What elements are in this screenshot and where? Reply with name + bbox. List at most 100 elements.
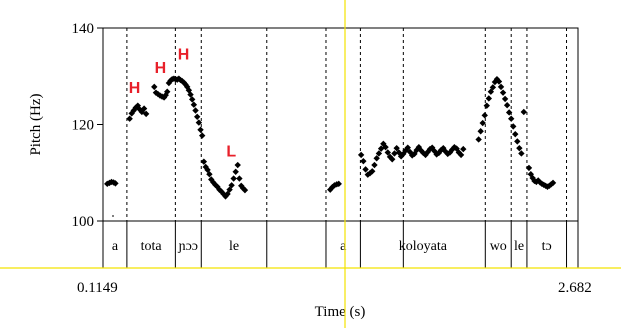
segment-label: le [229,239,239,254]
pitch-point [483,102,490,109]
tone-label: H [129,80,141,97]
segment-label: le [514,239,524,254]
segment-label: ɲɔɔ [178,239,198,254]
pitch-point [154,90,162,98]
pitch-point [520,108,527,116]
tone-label: L [226,143,236,160]
pitch-point [195,119,203,126]
x-axis-label: Time (s) [315,304,366,320]
pitch-point [234,161,241,169]
pitch-point [495,78,503,85]
pitch-point [136,106,144,113]
pitch-point [485,95,493,102]
pitch-point [457,151,465,159]
pitch-point [477,128,484,135]
pitch-point [160,94,168,101]
pitch-point [369,168,376,175]
pitch-point [493,75,501,83]
pitch-point [547,181,555,188]
pitch-point [241,186,249,194]
pitch-point [134,102,142,109]
pitch-point [546,182,553,189]
pitch-point [453,145,460,152]
grid-layer [126,28,568,268]
pitch-point [212,181,219,189]
x-tick-label-start: 0.1149 [77,280,118,296]
pitch-point [479,119,486,127]
pitch-point [475,136,482,143]
pitch-point [489,84,497,91]
pitch-point [424,148,431,156]
pitch-point [184,83,191,91]
pitch-point [130,107,137,114]
pitch-point [371,161,378,169]
pitch-point [510,123,517,130]
pitch-point [525,164,533,172]
pitch-point [518,150,525,157]
pitch-point [236,175,243,182]
y-axis-label: Pitch (Hz) [28,93,44,155]
pitch-point [497,83,505,91]
pitch-point [362,166,369,173]
segment-label: wo [490,239,507,254]
pitch-point [514,138,521,145]
pitch-point [373,155,380,162]
pitch-point [481,112,488,119]
pitch-point [200,158,208,165]
pitch-point [549,179,557,187]
pitch-point [393,144,400,152]
pitch-point [230,175,237,182]
pitch-point [151,83,158,91]
pitch-point [377,145,385,152]
segment-label: tɔ [542,239,552,254]
plot-frame [102,27,579,269]
pitch-point [239,184,247,192]
pitch-point [210,179,217,186]
pitch-point [460,145,467,153]
pitch-point [505,109,513,116]
pitch-point [214,183,221,190]
pitch-point [142,110,150,118]
segment-labels: a tota ɲɔɔ le a koloyata wo le tɔ [112,239,552,254]
y-tick-label: 100 [72,214,95,230]
pitch-point [138,108,146,116]
pitch-point [112,180,119,187]
pitch-point [198,132,206,139]
y-tick-label: 140 [72,21,95,37]
pitch-point [375,150,383,157]
pitch-point [164,88,171,95]
tone-label: H [178,46,190,63]
pitch-point [192,107,199,114]
pitch-point [232,168,239,175]
pitch-point [152,89,160,96]
pitch-point [389,156,396,163]
pitch-point [512,130,519,138]
pitch-point [397,153,405,160]
segment-label: a [112,239,119,254]
pitch-point [516,144,523,152]
pitch-point [197,126,204,134]
pitch-point [132,104,139,111]
pitch-point [508,115,515,122]
pitch-point [190,101,198,108]
pitch-points [104,75,557,200]
segment-label: koloyata [399,239,448,254]
pitch-point [360,157,367,165]
pitch-point [228,182,235,189]
segment-label: a [340,239,347,254]
pitch-point [487,88,495,95]
pitch-point [384,149,391,156]
pitch-point [140,105,148,112]
pitch-point [238,182,245,189]
pitch-point [165,79,173,87]
pitch-point [206,170,213,178]
pitch-point [503,102,511,109]
pitch-point [187,91,194,98]
tone-label: H [155,60,167,77]
pitch-point [491,78,499,86]
pitch-point [194,113,201,120]
pitch-point [128,110,135,117]
